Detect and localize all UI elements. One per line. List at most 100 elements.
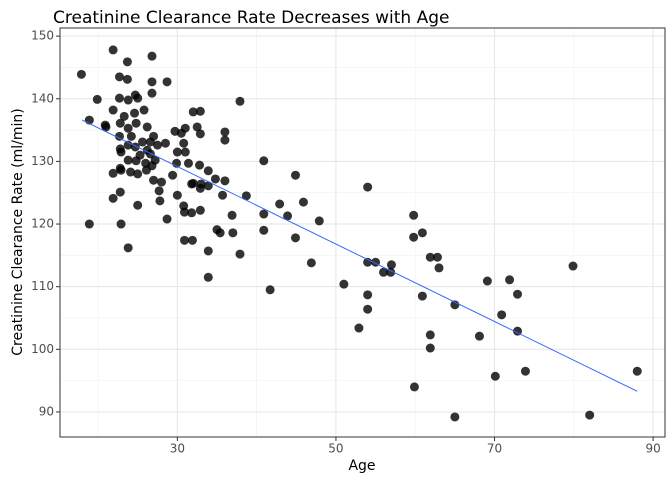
point	[363, 182, 373, 192]
point	[298, 197, 308, 207]
point	[192, 122, 202, 132]
chart-title: Creatinine Clearance Rate Decreases with…	[53, 8, 449, 28]
point	[131, 118, 141, 128]
point	[180, 123, 190, 133]
x-axis-label: Age	[348, 458, 375, 474]
point	[123, 95, 133, 105]
point	[386, 260, 396, 270]
point	[568, 261, 578, 271]
point	[172, 147, 182, 157]
point	[108, 45, 118, 55]
point	[409, 232, 419, 242]
point	[123, 140, 133, 150]
point	[149, 131, 159, 141]
point	[195, 106, 205, 116]
point	[290, 233, 300, 243]
point	[490, 371, 500, 381]
point	[187, 208, 197, 218]
point	[133, 200, 143, 210]
point	[119, 111, 129, 121]
point	[215, 228, 225, 238]
point	[115, 187, 125, 197]
point	[168, 170, 178, 180]
point	[172, 190, 182, 200]
point	[147, 51, 157, 61]
point	[265, 285, 275, 295]
point	[409, 382, 419, 392]
point	[220, 135, 230, 145]
y-tick-label: 100	[31, 342, 54, 356]
point	[259, 209, 269, 219]
point	[180, 147, 190, 157]
point	[425, 343, 435, 353]
point	[142, 122, 152, 132]
point	[123, 155, 133, 165]
point	[417, 291, 427, 301]
point	[122, 74, 132, 84]
point	[195, 160, 205, 170]
point	[425, 330, 435, 340]
point	[290, 170, 300, 180]
y-tick-label: 140	[31, 91, 54, 105]
point	[76, 69, 86, 79]
point	[162, 77, 172, 87]
point	[259, 156, 269, 166]
x-tick-label: 90	[645, 442, 660, 456]
point	[203, 166, 213, 176]
point	[482, 276, 492, 286]
point	[101, 122, 111, 132]
point	[283, 211, 293, 221]
point	[220, 127, 230, 137]
point	[147, 77, 157, 87]
point	[116, 165, 126, 175]
point	[203, 181, 213, 191]
point	[339, 279, 349, 289]
point	[195, 129, 205, 139]
point	[450, 300, 460, 310]
y-tick-label: 110	[31, 279, 54, 293]
point	[520, 366, 530, 376]
point	[108, 193, 118, 203]
point	[108, 105, 118, 115]
point	[497, 310, 507, 320]
point	[505, 275, 515, 285]
x-tick-label: 70	[487, 442, 502, 456]
point	[133, 93, 143, 103]
point	[432, 252, 442, 262]
point	[474, 331, 484, 341]
point	[179, 138, 189, 148]
y-tick-label: 90	[39, 404, 54, 418]
point	[434, 263, 444, 273]
point	[135, 150, 145, 160]
point	[314, 216, 324, 226]
x-tick-label: 50	[328, 442, 343, 456]
point	[179, 235, 189, 245]
point	[179, 207, 189, 217]
point	[188, 107, 198, 117]
point	[241, 191, 251, 201]
point	[115, 118, 125, 128]
point	[114, 131, 124, 141]
point	[162, 214, 172, 224]
point	[450, 412, 460, 422]
y-tick-label: 120	[31, 217, 54, 231]
point	[409, 210, 419, 220]
point	[363, 257, 373, 267]
point	[513, 289, 523, 299]
point	[108, 168, 118, 178]
point	[160, 138, 170, 148]
y-tick-label: 150	[31, 29, 54, 43]
point	[203, 272, 213, 282]
x-tick-label: 30	[170, 442, 185, 456]
point	[133, 169, 143, 179]
point	[155, 196, 165, 206]
point	[632, 366, 642, 376]
point	[92, 94, 102, 104]
point	[126, 131, 136, 141]
point	[203, 246, 213, 256]
point	[235, 96, 245, 106]
point	[84, 219, 94, 229]
point	[354, 323, 364, 333]
point	[188, 178, 198, 188]
